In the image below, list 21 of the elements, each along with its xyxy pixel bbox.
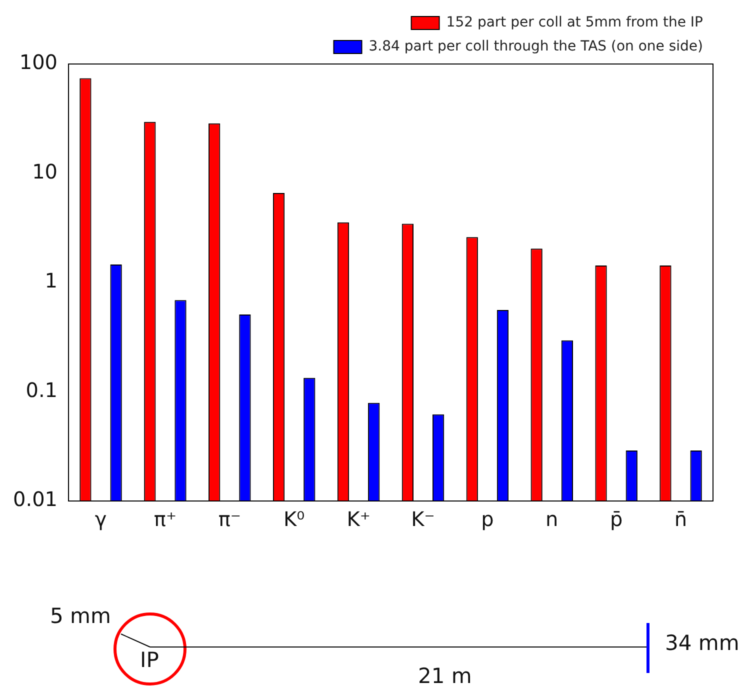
x-tick-label: π⁻ xyxy=(218,507,241,532)
x-tick-label: K⁰ xyxy=(284,507,305,532)
legend-label: 3.84 part per coll through the TAS (on one side) xyxy=(368,38,704,55)
y-tick-label: 0.01 xyxy=(13,487,58,512)
text: 21 m xyxy=(418,664,472,688)
legend-label: 152 part per coll at 5mm from the IP xyxy=(446,14,704,31)
x-tick-label: K⁺ xyxy=(346,507,370,532)
x-tick-label: p̄ xyxy=(610,507,623,532)
x-tick-label: γ xyxy=(94,507,107,532)
x-tick-label: n xyxy=(546,507,558,532)
text: IP xyxy=(140,648,159,672)
y-tick-label: 1 xyxy=(44,268,58,293)
x-tick-label: π⁺ xyxy=(154,507,177,532)
y-tick-label: 100 xyxy=(19,50,58,74)
x-tick-label: K⁻ xyxy=(411,507,435,532)
y-tick-label: 0.1 xyxy=(26,378,58,402)
text: 5 mm xyxy=(50,604,111,628)
text: 34 mm xyxy=(665,631,740,655)
x-tick-label: p xyxy=(481,507,494,532)
y-tick-label: 10 xyxy=(32,159,58,184)
x-tick-label: n̄ xyxy=(674,507,688,532)
